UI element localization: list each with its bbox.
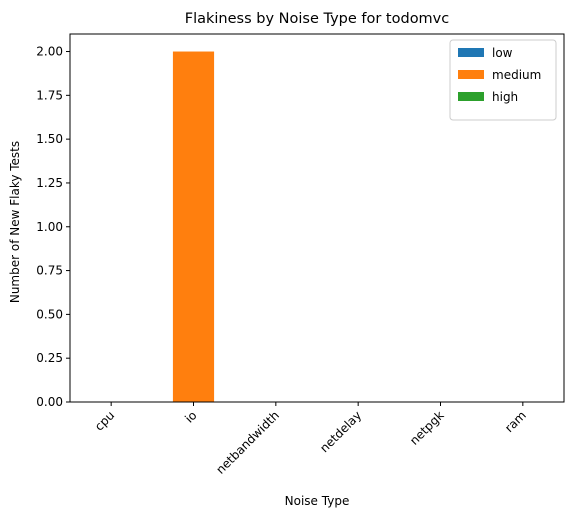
legend-swatch-medium	[458, 70, 484, 79]
y-tick-label: 0.75	[36, 264, 63, 278]
y-tick-label: 1.00	[36, 220, 63, 234]
legend-label-low: low	[492, 46, 513, 60]
x-tick-label: netdelay	[317, 408, 364, 455]
y-tick-label: 1.50	[36, 132, 63, 146]
bar-medium-io	[172, 51, 215, 403]
bars-group	[172, 51, 215, 403]
y-axis-label: Number of New Flaky Tests	[8, 141, 22, 303]
x-tick-label: ram	[502, 408, 529, 435]
y-tick-label: 0.00	[36, 395, 63, 409]
x-tick-label: netbandwidth	[213, 408, 282, 477]
x-ticks-group: cpu io netbandwidth netdelay netpgk ram	[92, 402, 529, 477]
x-tick-label: io	[182, 408, 199, 425]
chart-title: Flakiness by Noise Type for todomvc	[185, 11, 450, 27]
legend-swatch-high	[458, 92, 484, 101]
x-axis-label: Noise Type	[285, 494, 350, 508]
legend-label-high: high	[492, 90, 518, 104]
legend-label-medium: medium	[492, 68, 541, 82]
y-tick-label: 0.25	[36, 351, 63, 365]
y-ticks-group: 0.00 0.25 0.50 0.75 1.00 1.25 1.50 1.75 2.00	[36, 45, 70, 409]
plot-frame	[69, 33, 565, 403]
legend: low medium high	[449, 39, 557, 121]
y-tick-label: 1.25	[36, 176, 63, 190]
legend-swatch-low	[458, 48, 484, 57]
y-tick-label: 1.75	[36, 88, 63, 102]
x-tick-label: cpu	[92, 408, 117, 433]
y-tick-label: 2.00	[36, 45, 63, 59]
x-tick-label: netpgk	[407, 408, 447, 448]
y-tick-label: 0.50	[36, 307, 63, 321]
